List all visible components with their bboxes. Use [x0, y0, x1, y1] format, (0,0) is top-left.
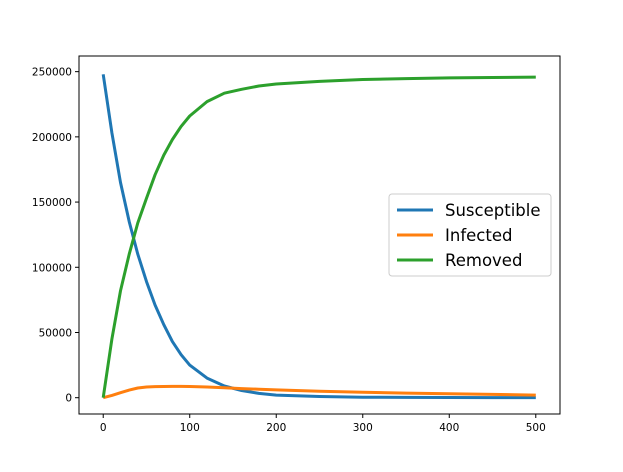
series-line-infected [102, 384, 536, 400]
y-tick-label: 150000 [32, 197, 72, 209]
legend-label-susceptible: Susceptible [445, 201, 541, 220]
legend: Susceptible Infected Removed [388, 193, 552, 277]
x-tick-label: 300 [353, 422, 373, 434]
plot-frame [78, 55, 561, 415]
legend-label-infected: Infected [445, 226, 512, 245]
series-layer [101, 74, 536, 400]
x-tick-label: 100 [180, 422, 200, 434]
y-tick-label: 50000 [39, 327, 72, 339]
y-tick-label: 0 [65, 393, 72, 405]
x-tick-label: 200 [266, 422, 286, 434]
x-tick-label: 400 [439, 422, 459, 434]
legend-label-removed: Removed [445, 251, 522, 270]
legend-box [388, 193, 552, 277]
x-tick-label: 0 [100, 422, 107, 434]
y-tick-label: 250000 [32, 67, 72, 79]
y-tick-label: 100000 [32, 262, 72, 274]
axes-layer: 0 100 200 300 400 500 0 50000 100000 150000 200000… [32, 55, 561, 434]
series-line-removed [101, 75, 536, 398]
x-tick-label: 500 [526, 422, 546, 434]
y-tick-label: 200000 [32, 132, 72, 144]
